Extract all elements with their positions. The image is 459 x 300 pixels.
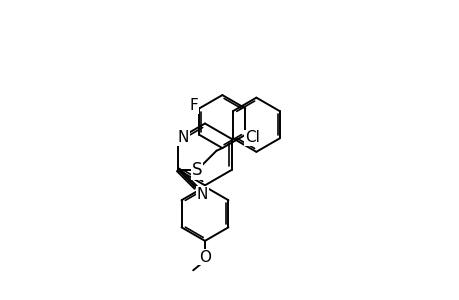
Text: O: O [199,250,211,265]
Text: S: S [192,161,202,179]
Text: N: N [178,130,189,145]
Text: N: N [196,187,208,202]
Text: F: F [189,98,198,113]
Text: Cl: Cl [245,130,259,145]
